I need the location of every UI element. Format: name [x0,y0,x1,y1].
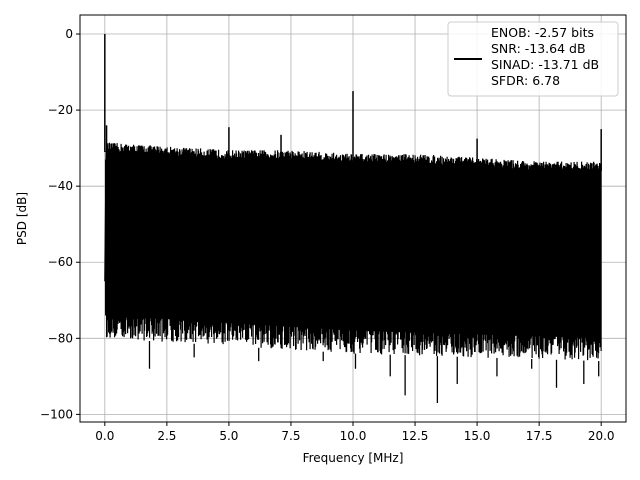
legend-entry-sinad: SINAD: -13.71 dB [491,57,599,72]
x-tick-label-8: 20.0 [588,429,615,443]
y-axis-ticks: 0 −20 −40 −60 −80 −100 [40,27,80,421]
y-axis-label: PSD [dB] [15,192,29,245]
x-tick-label-7: 17.5 [526,429,553,443]
x-tick-label-5: 12.5 [402,429,429,443]
x-axis-label: Frequency [MHz] [303,451,404,465]
psd-noise-core [105,159,602,339]
x-tick-label-4: 10.0 [340,429,367,443]
y-tick-label-5: −100 [40,407,73,421]
y-tick-label-1: −20 [48,103,73,117]
legend: ENOB: -2.57 bits SNR: -13.64 dB SINAD: -… [447,21,619,97]
x-axis-ticks: 0.0 2.5 5.0 7.5 10.0 12.5 15.0 17.5 20.0 [95,422,615,443]
x-tick-label-1: 2.5 [157,429,176,443]
y-tick-label-2: −40 [48,179,73,193]
y-tick-label-0: 0 [65,27,73,41]
x-tick-label-6: 15.0 [464,429,491,443]
legend-entry-sfdr: SFDR: 6.78 [491,73,560,88]
legend-entry-snr: SNR: -13.64 dB [491,41,586,56]
y-tick-label-3: −60 [48,255,73,269]
x-tick-label-2: 5.0 [219,429,238,443]
x-tick-label-3: 7.5 [281,429,300,443]
y-tick-label-4: −80 [48,331,73,345]
x-tick-label-0: 0.0 [95,429,114,443]
legend-box [447,21,619,97]
data-layer [104,34,602,403]
legend-entry-enob: ENOB: -2.57 bits [491,25,594,40]
